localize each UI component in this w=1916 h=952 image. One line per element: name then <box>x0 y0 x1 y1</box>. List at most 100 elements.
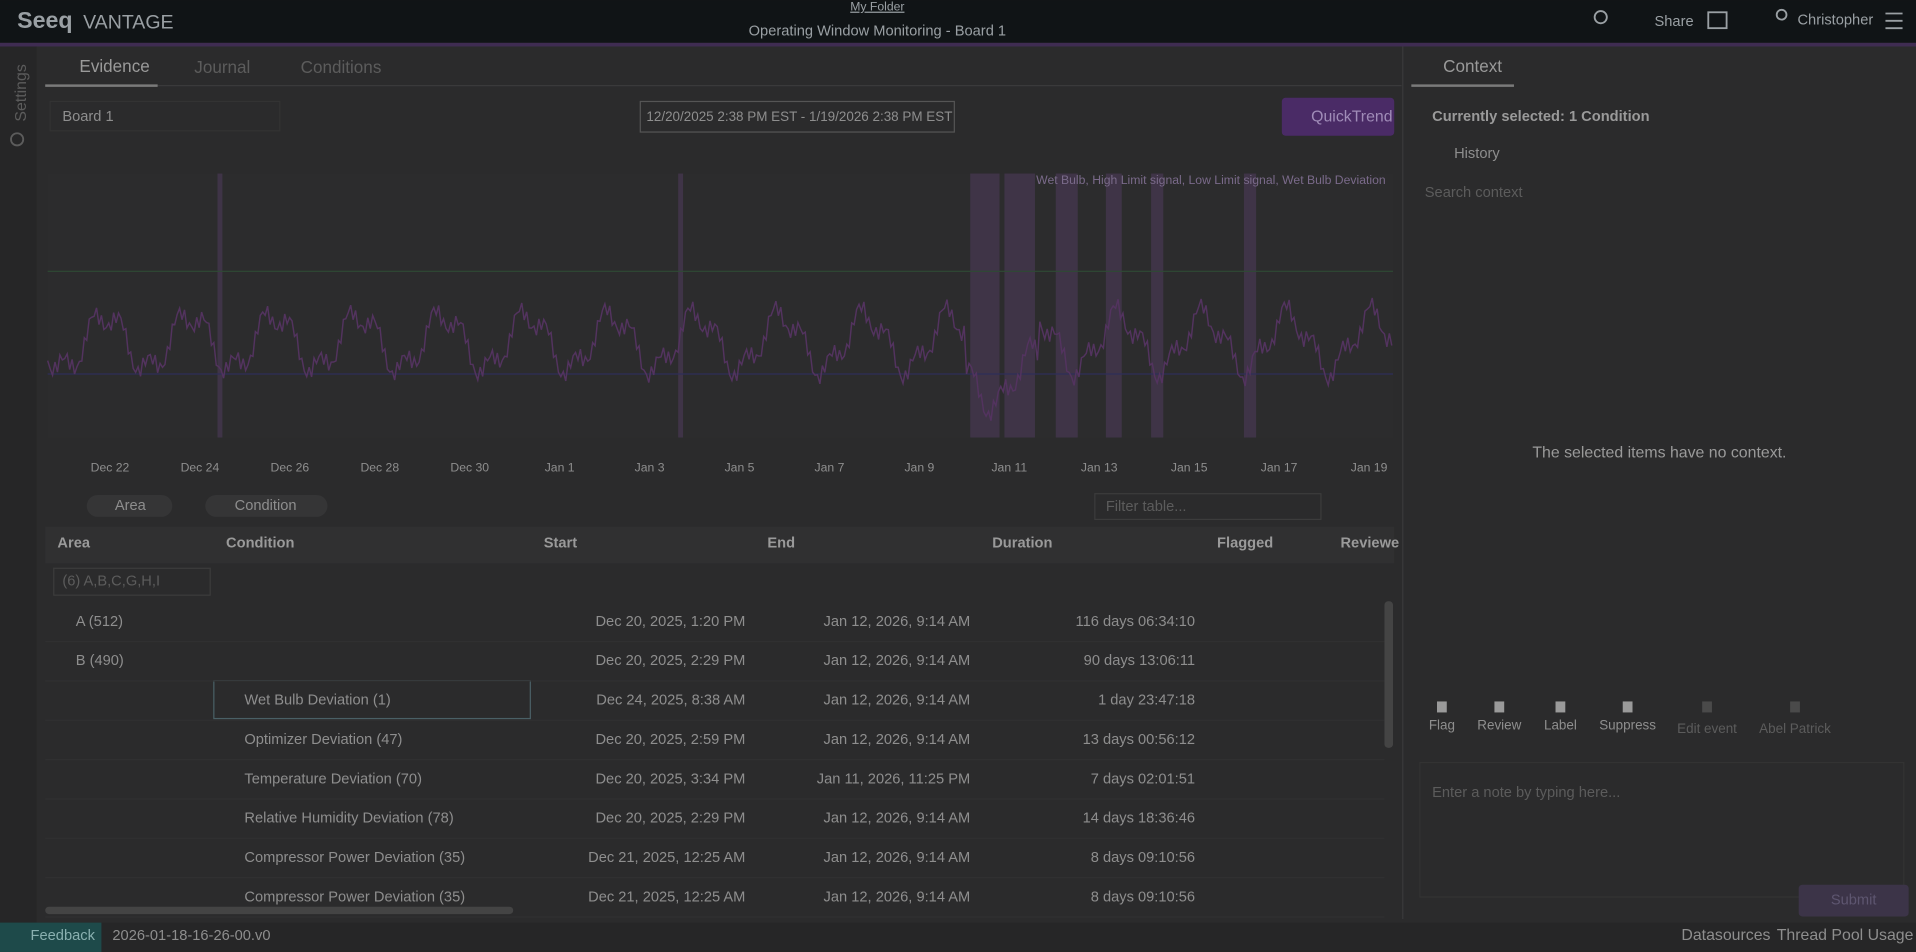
action-button[interactable]: Flag <box>1429 717 1455 732</box>
settings-tab[interactable]: Settings <box>13 64 30 121</box>
group-cell: A (512) <box>76 614 123 630</box>
cell: 14 days 18:36:46 <box>1083 811 1195 827</box>
cell: Jan 12, 2026, 9:14 AM <box>824 889 971 905</box>
empty-message: The selected items have no context. <box>1532 445 1786 462</box>
condition-band <box>1151 173 1164 438</box>
group-cell: B (490) <box>76 653 124 669</box>
cell: Jan 12, 2026, 9:14 AM <box>824 732 971 748</box>
x-axis-label: Dec 30 <box>450 460 489 474</box>
filter-input[interactable]: Filter table... <box>1106 499 1187 515</box>
cell: Dec 24, 2025, 8:38 AM <box>596 693 745 709</box>
history-toggle[interactable]: History <box>1454 146 1500 162</box>
column-header: Duration <box>992 536 1052 552</box>
action-icon <box>1622 701 1633 713</box>
cell: 116 days 06:34:10 <box>1076 614 1196 630</box>
date-range[interactable]: 12/20/2025 2:38 PM EST - 1/19/2026 2:38 … <box>646 109 952 124</box>
context-search[interactable]: Search context <box>1425 185 1523 201</box>
cell: Jan 11, 2026, 11:25 PM <box>817 771 970 787</box>
x-axis-label: Dec 26 <box>271 460 310 474</box>
cell: Jan 12, 2026, 9:14 AM <box>824 811 971 827</box>
user-menu[interactable]: Christopher <box>1797 13 1873 29</box>
action-icon <box>1702 701 1712 713</box>
x-axis-label: Jan 17 <box>1261 460 1298 474</box>
condition-cell: Wet Bulb Deviation (1) <box>244 693 390 709</box>
condition-cell: Compressor Power Deviation (35) <box>244 850 465 866</box>
condition-band <box>217 173 223 438</box>
tab[interactable]: Conditions <box>301 58 382 77</box>
tab[interactable]: Journal <box>194 58 250 77</box>
cell: 1 day 23:47:18 <box>1098 693 1195 709</box>
action-icon <box>1494 701 1505 713</box>
feedback-button[interactable]: Feedback <box>31 928 96 944</box>
column-header: Area <box>57 536 90 552</box>
cell: Dec 21, 2025, 12:25 AM <box>588 889 745 905</box>
table: Area Condition Start End Duration Flagged Revi… <box>45 536 1399 918</box>
action-button[interactable]: Suppress <box>1599 717 1656 732</box>
x-axis-label: Jan 7 <box>815 460 845 474</box>
note-input[interactable]: Enter a note by typing here... <box>1432 785 1620 801</box>
action-button[interactable]: Label <box>1544 717 1577 732</box>
condition-cell: Relative Humidity Deviation (78) <box>244 811 453 827</box>
header-icons <box>1593 8 1903 30</box>
thread-pool-link[interactable]: Thread Pool Usage <box>1777 927 1914 944</box>
action-icon <box>1790 701 1800 713</box>
trend: Dec 22 Dec 24 Dec 26 Dec 28 Dec 30 Jan 1 Jan 3… <box>46 173 1394 474</box>
x-axis-label: Jan 5 <box>725 460 755 474</box>
cell: Dec 21, 2025, 12:25 AM <box>588 850 745 866</box>
action-icon <box>1437 701 1447 713</box>
cell: Dec 20, 2025, 1:20 PM <box>595 614 745 630</box>
condition-cell: Temperature Deviation (70) <box>244 771 422 787</box>
cell: 8 days 09:10:56 <box>1091 889 1195 905</box>
cell: Jan 12, 2026, 9:14 AM <box>824 850 971 866</box>
column-header: Reviewe <box>1340 536 1399 552</box>
x-axis-label: Dec 22 <box>91 460 130 474</box>
action-button[interactable]: Review <box>1477 717 1521 732</box>
cell: Jan 12, 2026, 9:14 AM <box>824 653 971 669</box>
logo: Seeq <box>17 7 72 33</box>
area-filter[interactable]: (6) A,B,C,G,H,I <box>62 574 160 590</box>
cell: 90 days 13:06:11 <box>1084 653 1195 669</box>
cell: 7 days 02:01:51 <box>1091 771 1195 787</box>
condition-band <box>1243 173 1249 438</box>
quicktrend-button[interactable]: QuickTrend <box>1311 109 1392 126</box>
condition-band <box>1055 173 1078 438</box>
condition-band <box>1004 173 1035 438</box>
x-axis-label: Jan 9 <box>904 460 934 474</box>
tab[interactable]: Evidence <box>79 57 149 76</box>
condition-band <box>1246 173 1257 438</box>
condition-cell: Optimizer Deviation (47) <box>244 732 402 748</box>
column-header: Flagged <box>1217 536 1273 552</box>
action-button[interactable]: Edit event <box>1677 721 1737 736</box>
cell: Dec 20, 2025, 2:59 PM <box>595 732 745 748</box>
x-axis-label: Jan 13 <box>1081 460 1118 474</box>
folder-link[interactable]: My Folder <box>850 0 904 14</box>
datasources-link[interactable]: Datasources <box>1681 927 1770 944</box>
condition-cell: Compressor Power Deviation (35) <box>244 889 465 905</box>
signal <box>46 297 1393 421</box>
column-header: Start <box>544 536 578 552</box>
submit-button[interactable]: Submit <box>1831 892 1877 908</box>
product: VANTAGE <box>83 11 174 33</box>
cell: Jan 12, 2026, 9:14 AM <box>824 693 971 709</box>
column-header: Condition <box>226 536 294 552</box>
board-select[interactable]: Board 1 <box>62 109 113 125</box>
cell: Dec 20, 2025, 2:29 PM <box>595 653 745 669</box>
cell: Dec 20, 2025, 2:29 PM <box>595 811 745 827</box>
x-axis-label: Jan 11 <box>991 460 1027 474</box>
selection-summary: Currently selected: 1 Condition <box>1432 109 1649 125</box>
cell: Dec 20, 2025, 3:34 PM <box>595 771 745 787</box>
actions: Flag Review Label Suppress Edit event Abel Pa… <box>1429 701 1831 736</box>
x-axis-label: Jan 19 <box>1351 460 1388 474</box>
cell: 13 days 00:56:12 <box>1083 732 1195 748</box>
group-chip[interactable]: Area <box>115 498 147 514</box>
x-axis-label: Dec 28 <box>360 460 399 474</box>
x-axis-label: Jan 1 <box>545 460 575 474</box>
version: 2026-01-18-16-26-00.v0 <box>112 928 270 944</box>
share-button[interactable]: Share <box>1655 14 1694 30</box>
cell: Jan 12, 2026, 9:14 AM <box>824 614 971 630</box>
x-axis-label: Jan 15 <box>1171 460 1208 474</box>
action-button[interactable]: Abel Patrick <box>1759 721 1831 736</box>
group-chip[interactable]: Condition <box>235 498 297 514</box>
action-icon <box>1555 701 1566 713</box>
